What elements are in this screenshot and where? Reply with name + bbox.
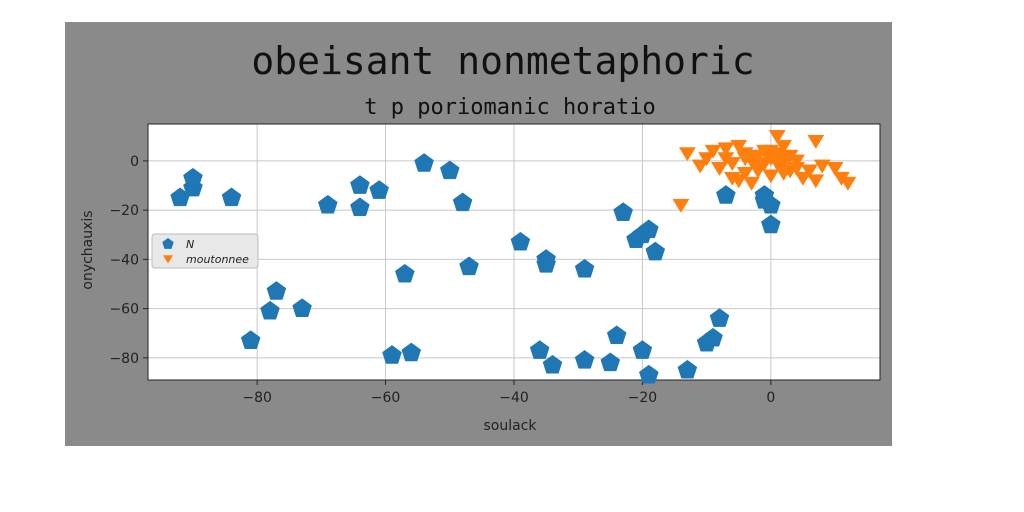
x-tick-label: −20	[628, 390, 658, 406]
data-point-series-2	[781, 164, 799, 179]
data-point-series-2	[736, 166, 754, 181]
data-point-series-2	[672, 198, 690, 213]
data-point-series-1	[452, 192, 473, 212]
data-point-series-1	[369, 180, 389, 199]
y-tick-label: −80	[109, 351, 139, 367]
data-point-series-2	[768, 130, 786, 144]
data-point-series-2	[826, 162, 844, 176]
data-point-series-1	[401, 342, 422, 362]
data-point-series-2	[839, 176, 857, 191]
data-point-series-2	[678, 147, 696, 162]
data-point-series-1	[536, 253, 556, 273]
data-point-series-2	[704, 144, 722, 159]
data-point-series-1	[600, 352, 621, 372]
data-point-series-2	[788, 154, 805, 169]
y-tick-label: 0	[130, 154, 139, 170]
data-point-series-1	[240, 330, 261, 349]
data-point-series-2	[730, 174, 748, 189]
data-point-series-1	[260, 300, 280, 320]
data-point-series-1	[459, 256, 479, 276]
data-point-series-2	[762, 169, 780, 184]
y-tick-label: −40	[109, 252, 139, 268]
data-point-series-2	[775, 139, 793, 154]
data-point-series-1	[382, 345, 402, 364]
data-point-series-1	[183, 167, 203, 187]
data-point-series-1	[440, 160, 460, 180]
legend-label-2: moutonnee	[186, 253, 249, 266]
data-point-series-2	[775, 152, 793, 167]
data-point-series-2	[807, 134, 825, 149]
data-point-series-1	[645, 241, 666, 261]
data-point-series-1	[639, 364, 659, 384]
data-point-series-1	[318, 194, 338, 214]
data-point-series-2	[736, 152, 754, 167]
data-point-series-1	[632, 340, 653, 359]
data-point-series-1	[574, 349, 595, 369]
data-point-series-2	[730, 139, 748, 154]
data-point-series-1	[529, 340, 550, 359]
data-point-series-2	[762, 144, 780, 159]
data-point-series-1	[709, 308, 730, 327]
data-point-series-2	[794, 171, 812, 186]
data-point-series-1	[716, 185, 736, 204]
data-point-series-1	[350, 197, 370, 217]
data-point-series-1	[613, 202, 633, 221]
x-axis-ticks: −80 −60 −40 −20 0	[242, 380, 775, 406]
y-axis-ticks: 0 −20 −40 −60 −80	[109, 154, 148, 367]
data-point-series-2	[691, 159, 709, 174]
data-point-series-2	[749, 159, 767, 174]
data-point-series-1	[542, 354, 563, 374]
data-point-series-1	[510, 231, 531, 251]
data-point-series-1	[703, 327, 723, 347]
data-point-series-1	[639, 219, 659, 239]
legend-marker-1	[162, 238, 174, 249]
data-point-series-1	[292, 298, 312, 317]
data-point-series-1	[677, 359, 698, 379]
x-tick-label: −40	[499, 390, 529, 406]
data-point-series-1	[414, 153, 434, 172]
y-tick-label: −20	[109, 203, 139, 219]
data-point-series-2	[717, 152, 735, 167]
data-point-series-2	[717, 142, 735, 157]
data-point-series-1	[221, 187, 242, 207]
data-point-series-1	[606, 325, 627, 345]
data-points	[170, 130, 857, 384]
data-point-series-2	[711, 162, 728, 176]
data-point-series-2	[813, 159, 831, 174]
data-point-series-2	[807, 174, 825, 189]
x-axis-label: soulack	[483, 418, 537, 434]
chart-subtitle: t p poriomanic horatio	[364, 95, 655, 120]
data-point-series-1	[574, 258, 595, 278]
data-point-series-1	[266, 281, 287, 300]
legend-marker-2	[163, 255, 173, 264]
data-point-series-1	[761, 214, 781, 234]
data-point-series-2	[800, 164, 818, 179]
y-axis-label: onychauxis	[80, 210, 96, 289]
chart-title: obeisant nonmetaphoric	[251, 39, 754, 83]
data-point-series-1	[754, 189, 775, 209]
x-tick-label: −60	[371, 390, 401, 406]
data-point-series-2	[698, 152, 716, 167]
x-tick-label: 0	[766, 390, 775, 406]
data-point-series-2	[743, 176, 761, 191]
x-tick-label: −80	[242, 390, 272, 406]
data-point-series-1	[395, 263, 415, 283]
legend-box	[151, 233, 259, 269]
data-point-series-1	[350, 175, 370, 194]
legend-label-1: N	[186, 238, 194, 251]
y-tick-label: −60	[109, 302, 139, 318]
